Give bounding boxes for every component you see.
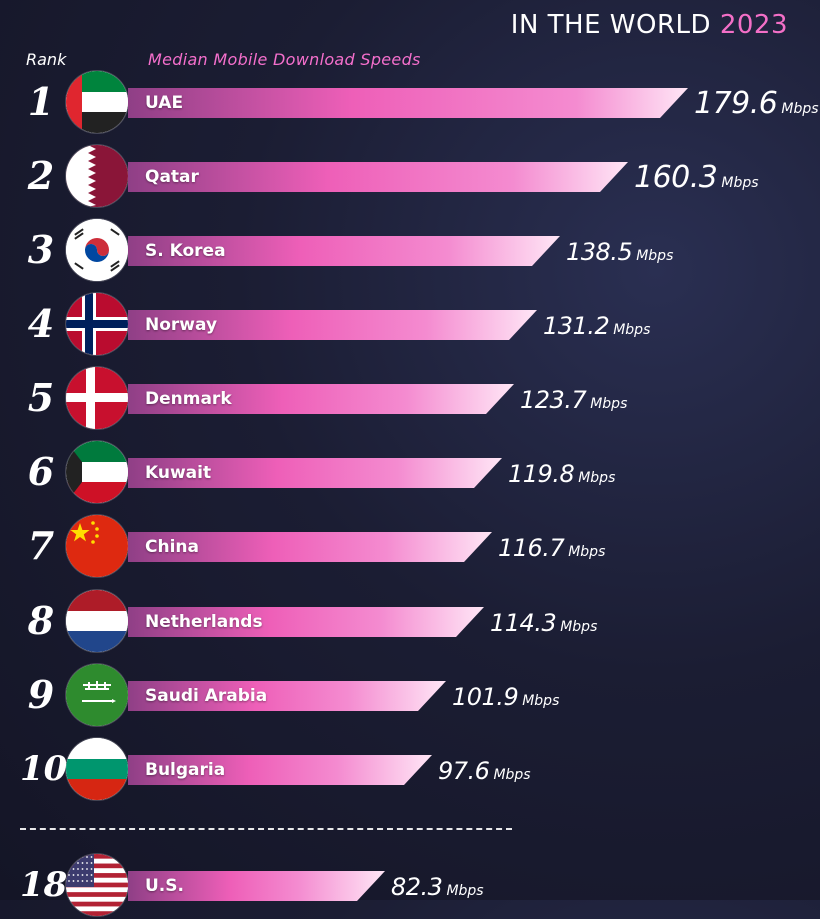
chart-row: 1 UAE 179.6 Mbps (0, 70, 820, 134)
category-label: Norway (145, 315, 218, 335)
category-label: U.S. (145, 876, 184, 896)
category-label: Netherlands (145, 612, 263, 632)
chart-row: 2 Qatar 160.3 Mbps (0, 144, 820, 208)
category-label: UAE (145, 93, 184, 113)
chart-subtitle: IN THE WORLD 2023 (511, 10, 788, 40)
category-label: S. Korea (145, 241, 226, 261)
bar (128, 871, 385, 901)
category-label: China (145, 537, 199, 557)
chart-row: 10 Bulgaria 97.6 Mbps (0, 737, 820, 801)
chart-row: 4 Norway 131.2 Mbps (0, 292, 820, 356)
netherlands-flag-icon (66, 590, 128, 652)
bar (128, 755, 432, 785)
subtitle-text: IN THE WORLD (510, 10, 712, 40)
norway-flag-icon (66, 293, 128, 355)
rank-number: 9 (27, 672, 55, 717)
bar (128, 88, 688, 118)
bar (128, 162, 628, 192)
chart-row: 18 U.S. 82.3 Mbps (0, 853, 820, 917)
saudi-arabia-flag-icon (66, 664, 128, 726)
category-label: Denmark (145, 389, 232, 409)
bar (128, 681, 446, 711)
value-label: 119.8 Mbps (508, 460, 616, 488)
rank-number: 10 (20, 749, 68, 789)
value-label: 114.3 Mbps (490, 609, 598, 637)
value-label: 179.6 Mbps (694, 86, 819, 121)
rank-column-header: Rank (26, 50, 67, 69)
denmark-flag-icon (66, 367, 128, 429)
uae-flag-icon (66, 71, 128, 133)
category-label: Saudi Arabia (145, 686, 268, 706)
rank-number: 1 (27, 79, 55, 124)
bar (128, 310, 537, 340)
value-label: 82.3 Mbps (391, 873, 484, 901)
value-label: 116.7 Mbps (498, 534, 606, 562)
chart-row: 3 S. Korea 138.5 Mbps (0, 218, 820, 282)
qatar-flag-icon (66, 145, 128, 207)
value-label: 97.6 Mbps (438, 757, 531, 785)
south-korea-flag-icon (66, 219, 128, 281)
rank-number: 7 (27, 523, 55, 568)
value-label: 123.7 Mbps (520, 386, 628, 414)
value-label: 138.5 Mbps (566, 238, 674, 266)
dashed-divider (20, 828, 512, 830)
value-label: 101.9 Mbps (452, 683, 560, 711)
kuwait-flag-icon (66, 441, 128, 503)
category-label: Kuwait (145, 463, 212, 483)
rank-number: 18 (20, 865, 68, 905)
bar (128, 384, 514, 414)
chart-row: 7 China 116.7 Mbps (0, 514, 820, 578)
bulgaria-flag-icon (66, 738, 128, 800)
bar (128, 532, 492, 562)
rank-number: 6 (27, 449, 55, 494)
value-label: 131.2 Mbps (543, 312, 651, 340)
chart-row: 9 Saudi Arabia 101.9 Mbps (0, 663, 820, 727)
rank-number: 2 (27, 153, 55, 198)
rank-number: 8 (27, 598, 55, 643)
rank-number: 4 (27, 301, 55, 346)
chart-row: 5 Denmark 123.7 Mbps (0, 366, 820, 430)
rank-number: 3 (27, 227, 55, 272)
subtitle-year: 2023 (719, 10, 788, 40)
category-label: Bulgaria (145, 760, 226, 780)
usa-flag-icon (66, 854, 128, 916)
bar (128, 458, 502, 488)
chart-row: 6 Kuwait 119.8 Mbps (0, 440, 820, 504)
chart-row: 8 Netherlands 114.3 Mbps (0, 589, 820, 653)
value-label: 160.3 Mbps (634, 160, 759, 195)
china-flag-icon (66, 515, 128, 577)
category-label: Qatar (145, 167, 199, 187)
bar (128, 607, 484, 637)
bar (128, 236, 560, 266)
metric-column-header: Median Mobile Download Speeds (148, 50, 421, 69)
rank-number: 5 (27, 375, 55, 420)
